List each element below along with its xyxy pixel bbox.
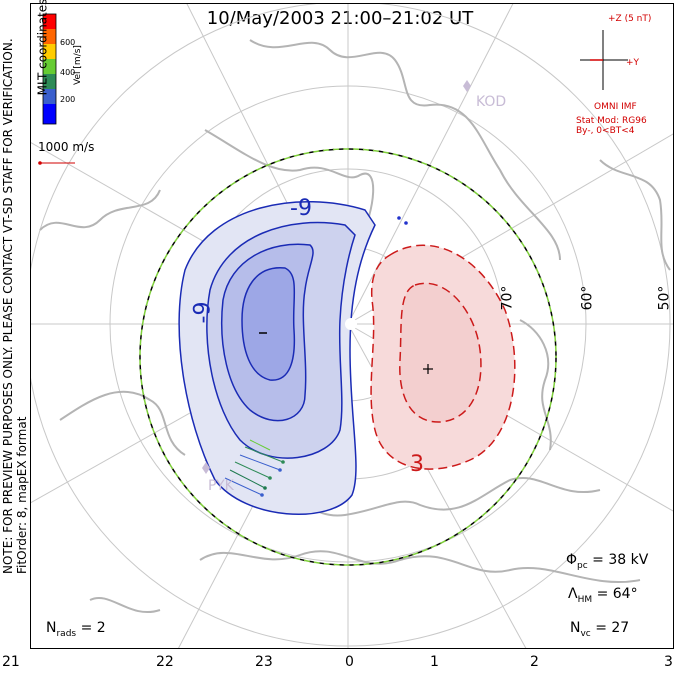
imf-model: Stat Mod: RG96 xyxy=(576,116,647,126)
stat-nvc-value: = 27 xyxy=(595,620,630,636)
legend-tick-400: 400 xyxy=(60,68,76,77)
stat-nrads-symbol: N xyxy=(46,620,57,636)
imf-source: OMNI IMF xyxy=(594,102,637,112)
map-frame xyxy=(30,3,674,649)
imf-dial xyxy=(580,30,628,90)
stat-nvc: Nvc = 27 xyxy=(570,620,629,639)
mlt-tick-3: 3 xyxy=(664,654,673,670)
velocity-legend xyxy=(42,13,57,125)
scale-vector xyxy=(38,161,75,165)
side-note-line2: FitOrder: 8, mapEX format xyxy=(15,416,29,574)
negative-cell xyxy=(178,201,376,516)
stat-nrads-value: = 2 xyxy=(80,620,106,636)
boundary-green xyxy=(139,148,557,566)
side-note: NOTE: FOR PREVIEW PURPOSES ONLY. PLEASE … xyxy=(1,38,29,574)
imf-condition: By-, 0<BT<4 xyxy=(576,126,635,136)
map-title: 10/May/2003 21:00–21:02 UT xyxy=(206,8,474,29)
positive-cell xyxy=(370,244,516,470)
contour-label-neg-top: -9 xyxy=(290,196,312,221)
mlt-tick-1: 1 xyxy=(430,654,439,670)
scale-vector-label: 1000 m/s xyxy=(38,140,95,154)
legend-tick-600: 600 xyxy=(60,38,76,47)
pole-marker xyxy=(345,318,357,330)
legend-tick-200: 200 xyxy=(60,95,76,104)
coords-label: MLT coordinates xyxy=(35,0,50,96)
stat-phi-value: = 38 kV xyxy=(592,552,649,568)
stat-nvc-symbol: N xyxy=(570,620,581,636)
mlt-tick-23: 23 xyxy=(255,654,273,670)
lat-label-60: 60° xyxy=(579,285,596,311)
side-note-line1: NOTE: FOR PREVIEW PURPOSES ONLY. PLEASE … xyxy=(1,38,15,574)
stat-nrads: Nrads = 2 xyxy=(46,620,106,639)
contour-markers xyxy=(259,332,433,374)
mlt-tick-21: 21 xyxy=(2,654,20,670)
station-label-pyk: PYK xyxy=(208,478,234,494)
velocity-vectors xyxy=(224,216,408,497)
legend-unit: Vel [m/s] xyxy=(72,45,83,85)
stat-phi-sub: pc xyxy=(577,560,588,571)
stat-nvc-sub: vc xyxy=(580,628,591,639)
station-markers xyxy=(202,80,471,474)
stat-lambda: ΛHM = 64° xyxy=(568,586,638,605)
stat-phi-symbol: Φ xyxy=(566,552,578,568)
mlt-tick-2: 2 xyxy=(530,654,539,670)
mlt-tick-0: 0 xyxy=(345,654,354,670)
lat-label-70: 70° xyxy=(499,285,516,311)
imf-z-label: +Z (5 nT) xyxy=(608,14,652,24)
stat-lambda-symbol: Λ xyxy=(568,586,578,602)
lat-label-50: 50° xyxy=(656,285,673,311)
mlt-tick-22: 22 xyxy=(156,654,174,670)
contour-label-neg-side: -9 xyxy=(190,301,216,324)
station-label-kod: KOD xyxy=(476,94,507,110)
contour-label-pos: 3 xyxy=(410,452,424,477)
imf-y-label: +Y xyxy=(626,58,640,68)
stat-lambda-sub: HM xyxy=(577,594,593,605)
stat-phi: Φpc = 38 kV xyxy=(566,552,648,571)
stat-nrads-sub: rads xyxy=(56,628,77,639)
stat-lambda-value: = 64° xyxy=(596,586,638,602)
